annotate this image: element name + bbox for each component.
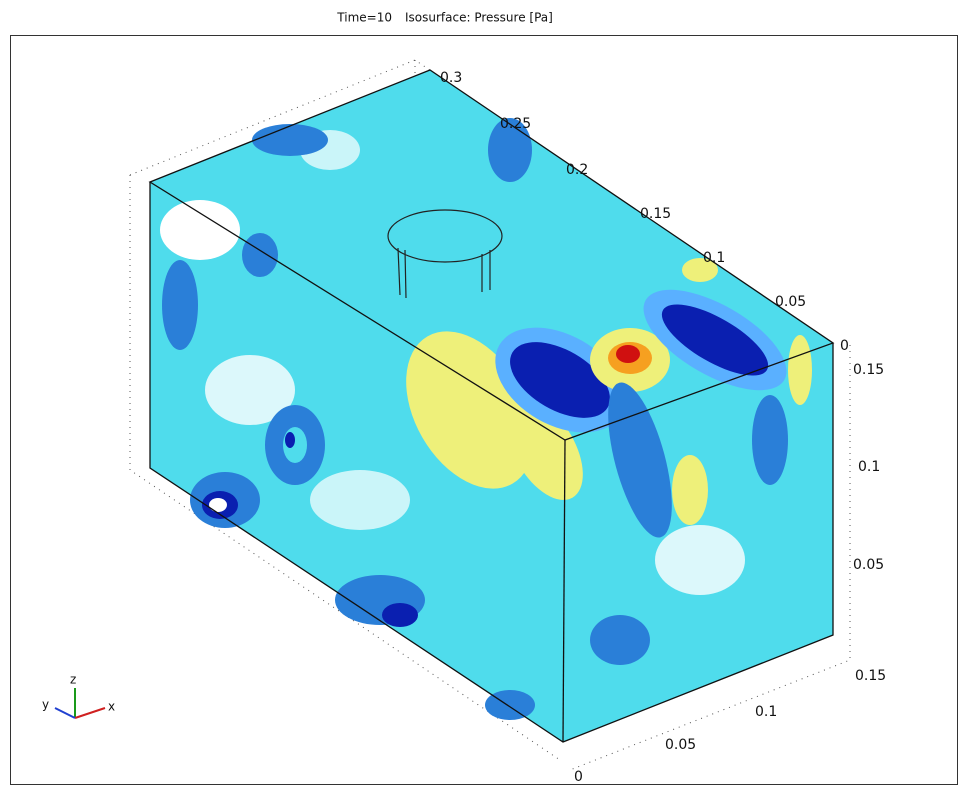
tick-label: 0.05 [853, 557, 884, 573]
triad-label: y [42, 698, 49, 712]
tick-label: 0.25 [500, 116, 531, 132]
tick-label: 0.05 [665, 737, 696, 753]
tick-label: 0.1 [755, 704, 777, 720]
triad-label: x [108, 700, 115, 714]
tick-label: 0.2 [566, 162, 588, 178]
plot-title: Isosurface: Pressure [Pa] [405, 11, 553, 25]
triad-label: z [70, 673, 76, 687]
tick-label: 0.15 [855, 668, 886, 684]
tick-label: 0 [574, 769, 583, 785]
tick-label: 0.15 [853, 362, 884, 378]
tick-label: 0.1 [858, 459, 880, 475]
plot-window: Time=10 Isosurface: Pressure [Pa] [0, 0, 958, 785]
time-label: Time=10 [336, 11, 392, 25]
tick-label: 0.1 [703, 250, 725, 266]
tick-label: 0.05 [775, 294, 806, 310]
tick-label: 0.15 [640, 206, 671, 222]
tick-label: 0.3 [440, 70, 462, 86]
tick-label: 0 [840, 338, 849, 354]
